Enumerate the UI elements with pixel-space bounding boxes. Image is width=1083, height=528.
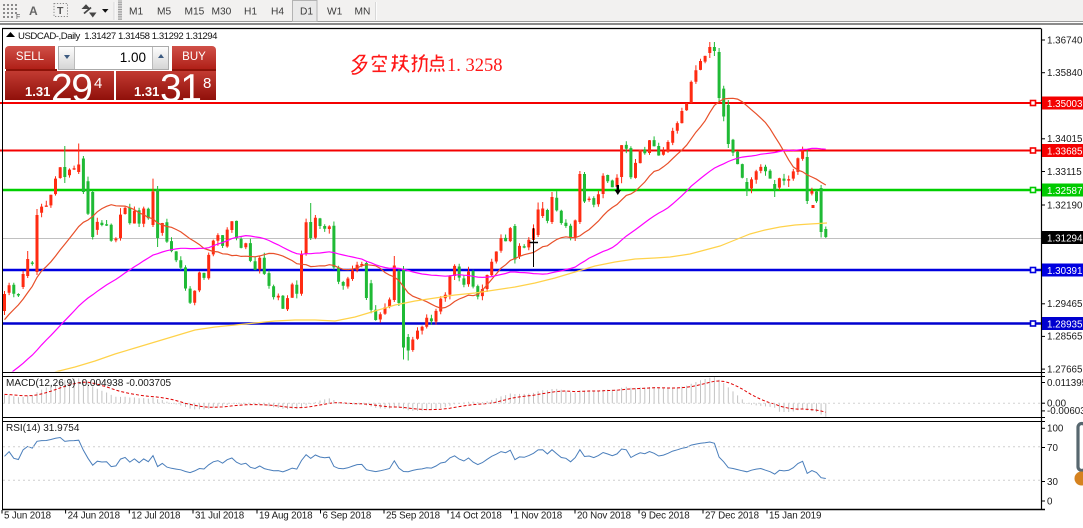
svg-text:M30: M30: [212, 7, 232, 18]
svg-text:1.35840: 1.35840: [1047, 68, 1083, 79]
svg-text:25 Sep 2018: 25 Sep 2018: [386, 511, 441, 522]
svg-text:1 Nov 2018: 1 Nov 2018: [514, 511, 563, 522]
svg-text:1.33115: 1.33115: [1047, 167, 1082, 178]
svg-text:F: F: [16, 14, 20, 21]
svg-text:70: 70: [1047, 443, 1058, 454]
svg-text:12 Jul 2018: 12 Jul 2018: [131, 511, 181, 522]
svg-text:31 Jul 2018: 31 Jul 2018: [195, 511, 245, 522]
svg-text:-0.006035: -0.006035: [1047, 406, 1083, 417]
svg-text:1.29465: 1.29465: [1047, 299, 1083, 310]
svg-text:D1: D1: [300, 7, 313, 18]
svg-text:24 Jun 2018: 24 Jun 2018: [68, 511, 121, 522]
svg-text:100: 100: [1047, 424, 1064, 435]
svg-text:30: 30: [1047, 477, 1058, 488]
svg-text:M15: M15: [185, 7, 205, 18]
svg-text:1.28935: 1.28935: [1047, 319, 1083, 330]
svg-text:T: T: [57, 5, 64, 17]
svg-text:5 Jun 2018: 5 Jun 2018: [4, 511, 52, 522]
svg-text:1.32190: 1.32190: [1047, 200, 1083, 211]
svg-text:1.33685: 1.33685: [1047, 146, 1083, 157]
svg-text:1.34015: 1.34015: [1047, 134, 1083, 145]
svg-text:1.27665: 1.27665: [1047, 364, 1083, 375]
svg-text:MACD(12,26,9) -0.004938 -0.003: MACD(12,26,9) -0.004938 -0.003705: [6, 378, 172, 389]
svg-text:1.30391: 1.30391: [1047, 266, 1082, 277]
svg-text:1.32587: 1.32587: [1047, 186, 1082, 197]
svg-text:1.35003: 1.35003: [1047, 99, 1083, 110]
svg-text:USDCAD-,Daily 1.31427 1.31458: USDCAD-,Daily 1.31427 1.31458 1.31292 1.…: [18, 31, 218, 42]
svg-text:19 Aug 2018: 19 Aug 2018: [259, 511, 313, 522]
svg-text:A: A: [29, 4, 38, 18]
svg-text:1.36740: 1.36740: [1047, 35, 1083, 46]
svg-text:20 Nov 2018: 20 Nov 2018: [577, 511, 632, 522]
svg-text:M1: M1: [129, 7, 143, 18]
svg-text:0: 0: [1047, 496, 1053, 507]
svg-text:H4: H4: [271, 7, 284, 18]
svg-text:1.28565: 1.28565: [1047, 332, 1083, 343]
svg-text:27 Dec 2018: 27 Dec 2018: [705, 511, 760, 522]
svg-text:9 Dec 2018: 9 Dec 2018: [641, 511, 690, 522]
svg-text:0.00: 0.00: [1047, 399, 1067, 410]
svg-text:W1: W1: [327, 7, 343, 18]
svg-text:0.011395: 0.011395: [1047, 378, 1083, 389]
svg-text:14 Oct 2018: 14 Oct 2018: [450, 511, 502, 522]
svg-text:M5: M5: [157, 7, 171, 18]
svg-text:RSI(14) 31.9754: RSI(14) 31.9754: [6, 423, 80, 434]
svg-text:1. 3258: 1. 3258: [447, 56, 503, 76]
svg-text:1.31294: 1.31294: [1047, 233, 1083, 244]
svg-text:15 Jan 2019: 15 Jan 2019: [769, 511, 821, 522]
svg-text:H1: H1: [244, 7, 257, 18]
svg-text:MN: MN: [355, 7, 371, 18]
svg-text:6 Sep 2018: 6 Sep 2018: [323, 511, 372, 522]
